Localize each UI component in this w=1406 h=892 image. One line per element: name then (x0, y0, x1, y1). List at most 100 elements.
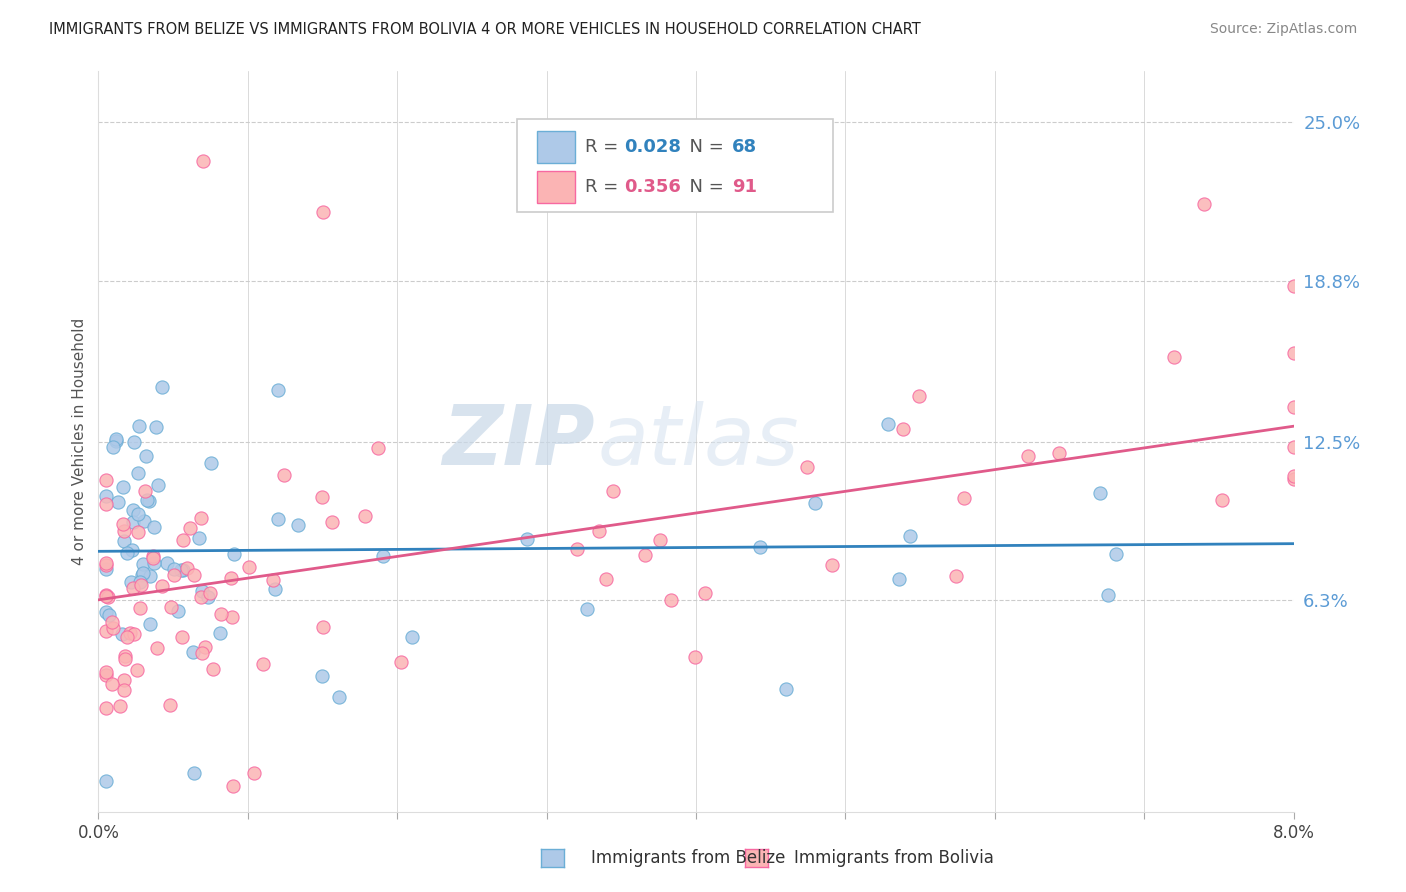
Point (94, 562, 117, 576)
Point (749, 540, 772, 554)
Point (125, 663, 148, 677)
Point (575, 602, 598, 616)
Point (122, 502, 145, 516)
Point (804, 496, 827, 510)
Point (107, 495, 129, 509)
Point (1192, 197, 1215, 211)
Point (142, 556, 165, 570)
Point (135, 449, 157, 463)
Point (145, 420, 167, 434)
Point (132, 566, 155, 581)
Point (112, 534, 135, 549)
Point (287, 518, 309, 533)
Point (122, 515, 145, 529)
Point (179, 521, 201, 535)
Text: Immigrants from Bolivia: Immigrants from Bolivia (794, 849, 994, 867)
Point (172, 533, 194, 547)
Point (1282, 346, 1305, 360)
Point (877, 417, 900, 431)
Point (129, 601, 152, 615)
Point (122, 581, 145, 595)
Point (150, 578, 173, 592)
Point (516, 533, 538, 547)
Point (94, 774, 117, 789)
Point (134, 514, 156, 528)
Point (1017, 450, 1039, 464)
Point (129, 574, 152, 589)
Point (1211, 493, 1233, 508)
Point (1047, 445, 1070, 459)
Point (266, 512, 288, 526)
Point (188, 531, 211, 545)
Point (94, 557, 117, 571)
Point (191, 647, 214, 661)
Point (595, 572, 617, 586)
Point (176, 561, 198, 575)
Point (167, 603, 190, 617)
Point (94, 665, 117, 680)
Point (101, 615, 124, 629)
Point (224, 547, 246, 561)
Point (262, 573, 284, 587)
Point (197, 590, 219, 604)
Point (94, 589, 117, 603)
Point (94, 624, 117, 638)
Point (945, 568, 967, 582)
Text: ZIP: ZIP (441, 401, 595, 482)
Text: atlas: atlas (598, 401, 800, 482)
Point (146, 641, 169, 656)
Point (138, 494, 160, 508)
Point (312, 620, 335, 634)
Point (97, 591, 120, 605)
Point (685, 649, 707, 664)
Point (602, 483, 624, 498)
Point (104, 433, 127, 447)
Text: 0.028: 0.028 (624, 138, 682, 156)
Point (1282, 400, 1305, 414)
Point (98, 607, 121, 622)
Point (898, 529, 921, 543)
Point (219, 571, 242, 585)
Point (650, 533, 672, 547)
Point (588, 524, 610, 538)
Point (172, 563, 194, 577)
Point (211, 607, 233, 622)
Point (243, 766, 266, 780)
Point (389, 655, 412, 669)
Point (156, 556, 179, 570)
Point (94, 489, 117, 503)
Point (132, 557, 155, 571)
Text: N =: N = (678, 178, 730, 196)
Point (120, 626, 142, 640)
Point (150, 380, 173, 394)
Text: 0.356: 0.356 (624, 178, 681, 196)
Point (112, 673, 135, 687)
Point (252, 657, 274, 671)
Text: Source: ZipAtlas.com: Source: ZipAtlas.com (1209, 22, 1357, 37)
Point (311, 490, 333, 504)
FancyBboxPatch shape (537, 171, 575, 202)
Point (134, 484, 156, 499)
Text: IMMIGRANTS FROM BELIZE VS IMMIGRANTS FROM BOLIVIA 4 OR MORE VEHICLES IN HOUSEHOL: IMMIGRANTS FROM BELIZE VS IMMIGRANTS FRO… (49, 22, 921, 37)
Point (160, 599, 183, 614)
Point (114, 652, 136, 666)
Point (659, 593, 682, 607)
Point (162, 562, 184, 576)
Point (94, 606, 117, 620)
Point (267, 384, 290, 398)
Point (367, 442, 389, 456)
Point (209, 626, 232, 640)
Point (183, 568, 205, 582)
Point (170, 563, 193, 577)
Point (146, 478, 169, 492)
Point (94, 474, 117, 488)
Point (94, 558, 117, 572)
Point (311, 204, 333, 219)
FancyBboxPatch shape (537, 131, 575, 162)
Point (567, 542, 589, 557)
Point (111, 627, 134, 641)
Point (1097, 588, 1119, 602)
Point (129, 577, 152, 591)
Point (202, 662, 225, 676)
Y-axis label: 4 or more Vehicles in Household: 4 or more Vehicles in Household (72, 318, 87, 566)
